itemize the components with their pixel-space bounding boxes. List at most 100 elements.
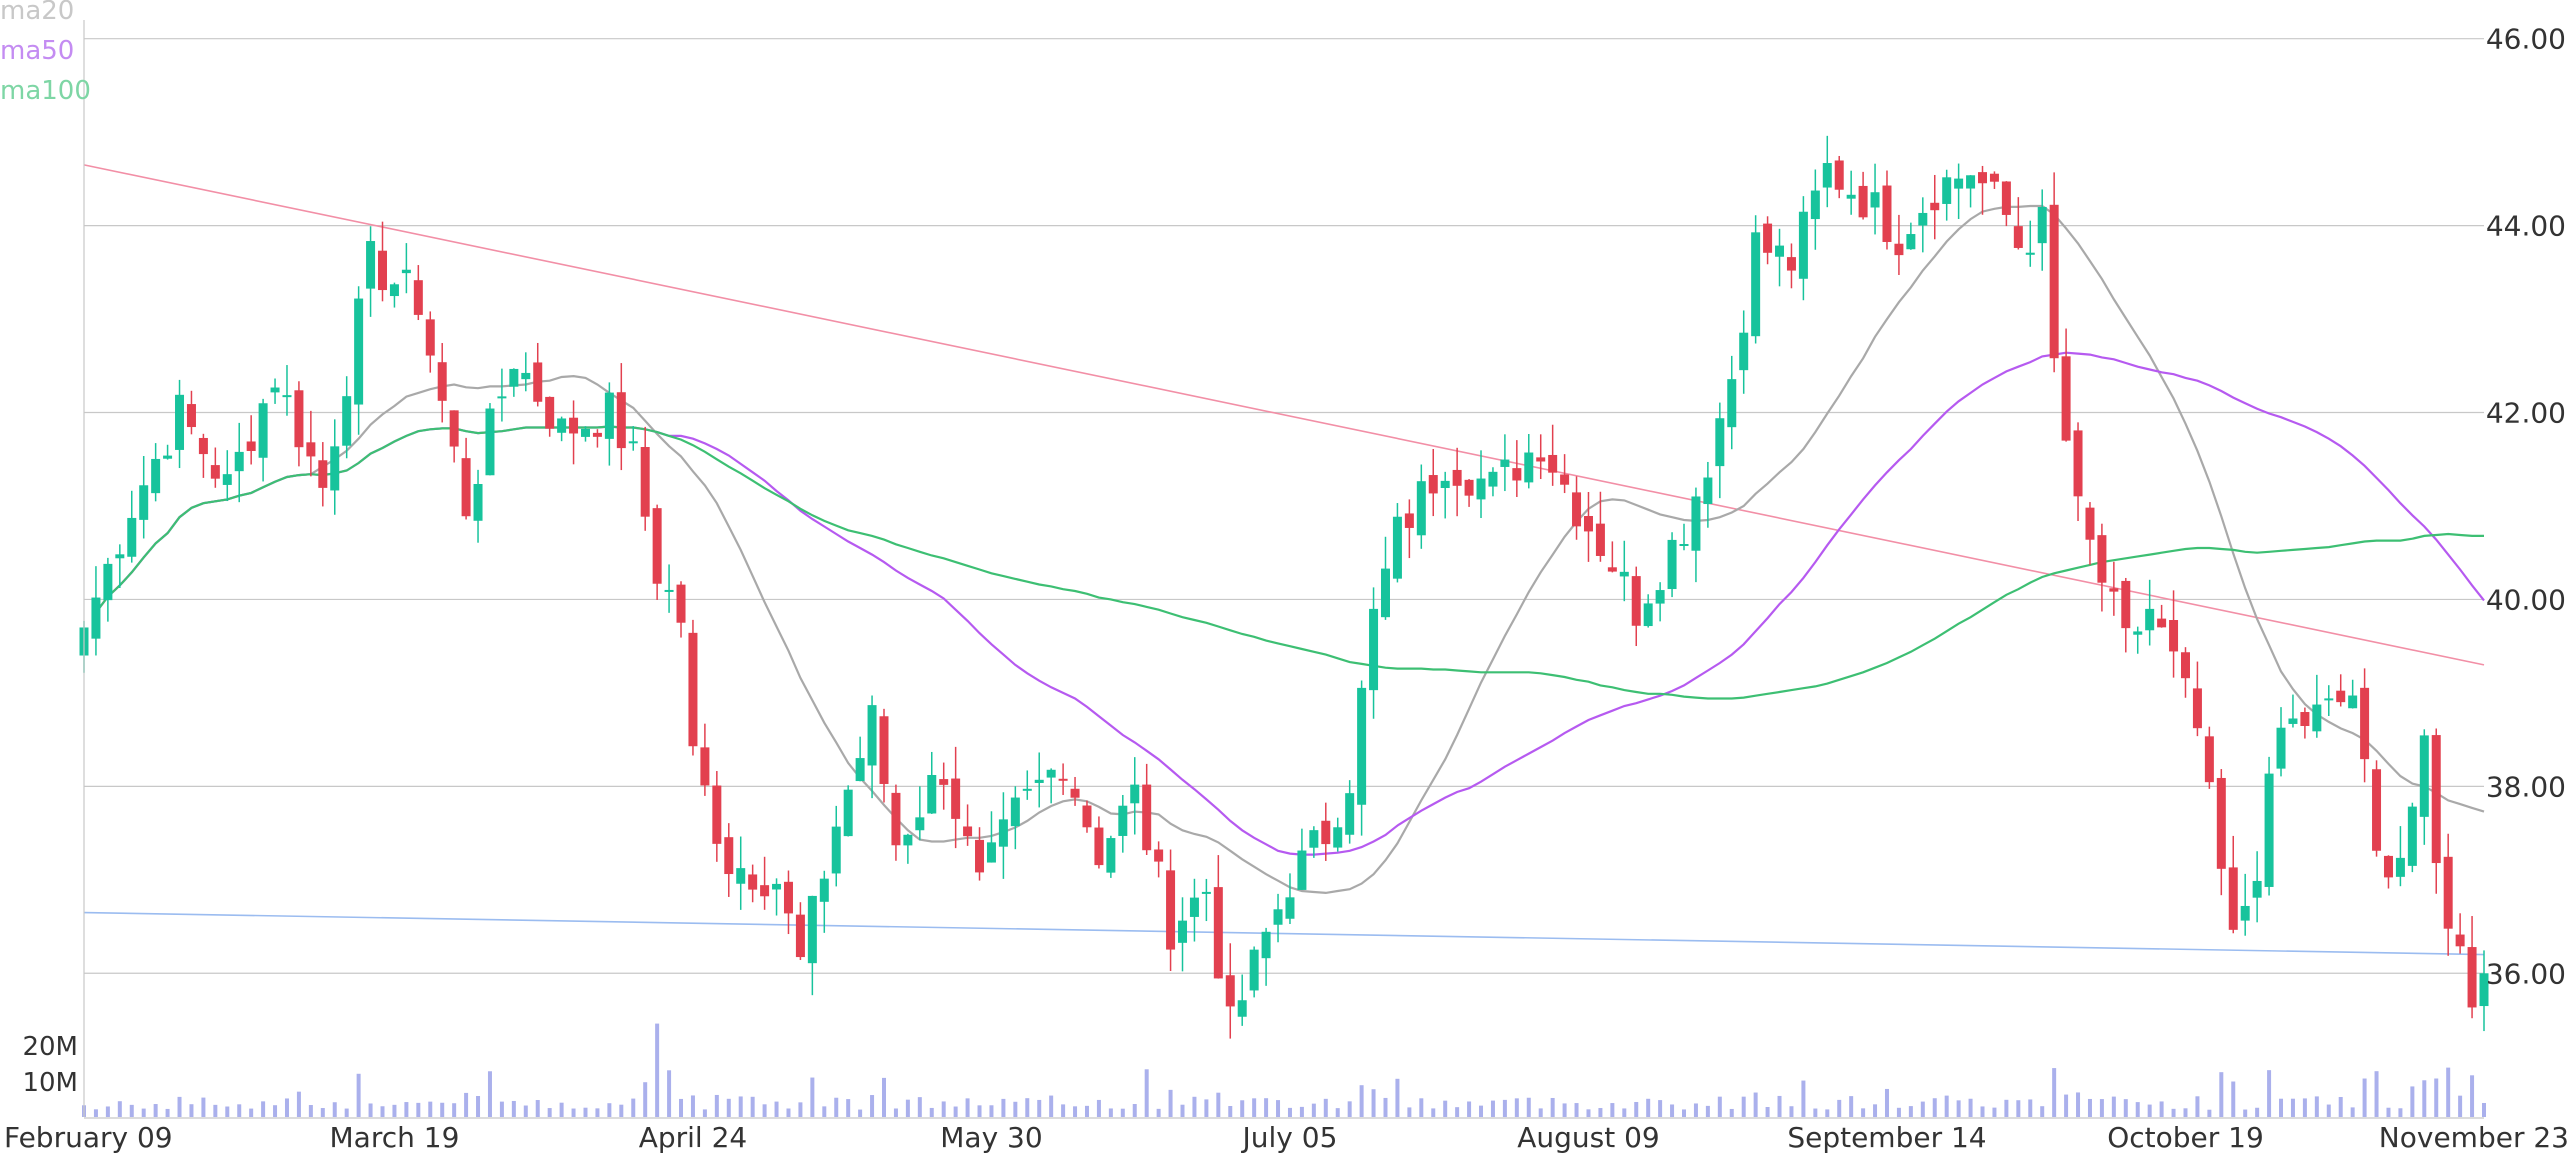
candlestick (1560, 454, 1570, 494)
candlestick (1822, 135, 1832, 208)
candlestick (1154, 841, 1164, 878)
candle-body (378, 250, 388, 291)
candlestick (1345, 780, 1355, 844)
candle-body (1440, 480, 1450, 489)
candle-body (1034, 779, 1044, 783)
candle-body (2252, 880, 2262, 898)
candle-body (425, 319, 435, 356)
candle-body (1691, 496, 1701, 551)
candle-body (545, 396, 555, 429)
candlestick (2240, 873, 2250, 936)
candlestick (628, 426, 638, 451)
candlestick (1930, 174, 1940, 240)
candle-body (1966, 175, 1976, 189)
volume-bar (2040, 1106, 2045, 1117)
candlestick (903, 833, 913, 864)
candlestick (1285, 873, 1295, 924)
candle-body (963, 826, 973, 837)
ma20-line (95, 204, 2485, 895)
candlestick (879, 708, 889, 803)
candle-body (1178, 920, 1188, 943)
candle-body (2097, 535, 2107, 583)
volume-bar (1956, 1100, 1961, 1117)
volume-bar (762, 1104, 767, 1117)
volume-bar (1634, 1101, 1639, 1117)
volume-bar (2219, 1072, 2224, 1117)
volume-bar (655, 1023, 660, 1117)
volume-bar (1765, 1106, 1770, 1117)
volume-bar (1443, 1100, 1448, 1117)
candlestick (1834, 155, 1844, 199)
candlestick (2001, 181, 2011, 227)
candle-body (1775, 245, 1785, 257)
candle-body (2192, 688, 2202, 729)
candle-body (1333, 827, 1343, 848)
volume-bar (1598, 1108, 1603, 1117)
candle-body (616, 392, 626, 449)
volume-bar (237, 1104, 242, 1117)
candlestick (2479, 950, 2489, 1032)
volume-bar (2470, 1075, 2475, 1117)
candle-body (1727, 379, 1737, 428)
x-tick-label: November 23 (2379, 1121, 2569, 1153)
candle-body (772, 883, 782, 890)
candle-body (1524, 452, 1534, 483)
candle-body (1619, 571, 1629, 577)
candlestick (163, 444, 173, 460)
candle-body (449, 410, 459, 447)
candlestick (234, 422, 244, 503)
candlestick (1595, 491, 1605, 562)
volume-bar (141, 1108, 146, 1117)
candle-body (1655, 590, 1665, 604)
candle-body (473, 484, 483, 521)
volume-bar (2482, 1102, 2486, 1117)
candle-body (401, 269, 411, 274)
x-tick-label: August 09 (1517, 1121, 1660, 1153)
candlestick (282, 365, 292, 416)
candlestick (2395, 826, 2405, 887)
candlestick (306, 410, 316, 477)
candle-body (2360, 687, 2370, 760)
volume-bar (1049, 1095, 1054, 1117)
volume-bar (2362, 1078, 2367, 1117)
volume-bar (273, 1105, 278, 1117)
candle-body (2216, 777, 2226, 869)
candle-body (91, 597, 101, 639)
candle-body (903, 834, 913, 846)
volume-bar (2171, 1108, 2176, 1117)
candle-body (2085, 507, 2095, 540)
candlestick (175, 379, 185, 469)
volume-bar (2398, 1108, 2403, 1117)
candlestick (1691, 487, 1701, 583)
candlestick (1249, 946, 1259, 998)
candle-body (282, 395, 292, 398)
candlestick (1369, 587, 1379, 719)
candlestick (509, 368, 519, 397)
support-trendline (83, 911, 2485, 956)
candlestick (2013, 197, 2023, 250)
volume-bar (2446, 1067, 2451, 1117)
volume-bar (2255, 1107, 2260, 1117)
volume-bar (177, 1096, 182, 1117)
candle-body (1464, 479, 1474, 496)
volume-bar (870, 1095, 875, 1117)
candlestick (1476, 450, 1486, 519)
volume-bar (499, 1101, 504, 1117)
volume-bar (750, 1096, 755, 1117)
volume-bar (428, 1101, 433, 1117)
candlestick (1966, 175, 1976, 208)
candle-body (186, 404, 196, 428)
y-tick-label: 44.00 (2486, 210, 2566, 243)
y-tick-label: 40.00 (2486, 583, 2566, 616)
candlestick (998, 792, 1008, 879)
candlestick (1572, 476, 1582, 540)
candlestick (1237, 974, 1247, 1026)
candlestick (891, 784, 901, 861)
candlestick (2133, 626, 2143, 654)
candlestick (413, 265, 423, 321)
volume-bar (2434, 1078, 2439, 1117)
candlestick (927, 751, 937, 814)
volume-bar (882, 1077, 886, 1117)
volume-bar (1180, 1104, 1185, 1117)
candlestick (1703, 461, 1713, 528)
